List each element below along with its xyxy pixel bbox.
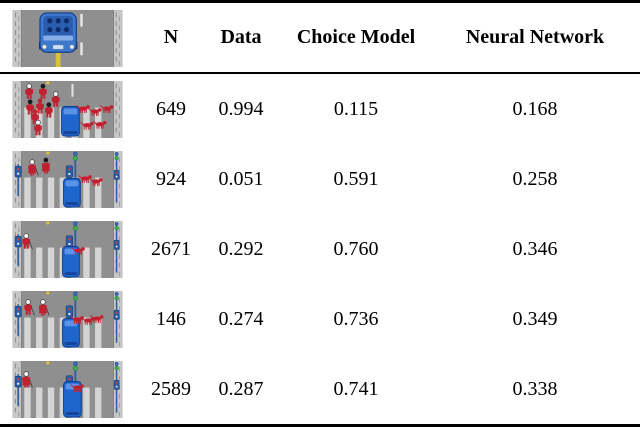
table-row: 2589 0.287 0.741 0.338	[0, 354, 640, 426]
crosswalk-scenario-thumbnail-image	[12, 220, 123, 278]
crosswalk-scenario-thumbnail-image	[12, 80, 123, 138]
table-row: 649 0.994 0.115 0.168	[0, 73, 640, 144]
scenario-cell	[0, 214, 142, 284]
table-row: 924 0.051 0.591 0.258	[0, 144, 640, 214]
choice-model-value: 0.591	[333, 167, 379, 190]
column-header-data: Data	[200, 1, 282, 74]
crosswalk-scenario-thumbnail-image	[12, 150, 123, 208]
choice-model-value: 0.741	[333, 377, 379, 400]
neural-network-value: 0.338	[512, 377, 558, 400]
scenario-cell	[0, 144, 142, 214]
neural-network-value: 0.168	[512, 97, 558, 120]
av-road-thumbnail-image	[12, 9, 123, 67]
choice-model-value: 0.736	[333, 307, 379, 330]
data-value: 0.292	[218, 237, 264, 260]
n-value: 649	[156, 97, 186, 120]
crosswalk-scenario-thumbnail-image	[12, 360, 123, 418]
n-value: 146	[156, 307, 186, 330]
data-value: 0.051	[218, 167, 264, 190]
table-row: 146 0.274 0.736 0.349	[0, 284, 640, 354]
scenario-cell	[0, 354, 142, 426]
neural-network-value: 0.346	[512, 237, 558, 260]
data-value: 0.274	[218, 307, 264, 330]
neural-network-value: 0.258	[512, 167, 558, 190]
data-value: 0.287	[218, 377, 264, 400]
column-header-choice-model: Choice Model	[282, 1, 430, 74]
crosswalk-scenario-thumbnail-image	[12, 290, 123, 348]
scenario-cell	[0, 284, 142, 354]
neural-network-value: 0.349	[512, 307, 558, 330]
n-value: 924	[156, 167, 186, 190]
column-header-n: N	[142, 1, 200, 74]
choice-model-value: 0.760	[333, 237, 379, 260]
n-value: 2671	[151, 237, 191, 260]
choice-model-value: 0.115	[333, 97, 379, 120]
header-row: N Data Choice Model Neural Network	[0, 1, 640, 74]
header-scenario-cell	[0, 1, 142, 74]
table-row: 2671 0.292 0.760 0.346	[0, 214, 640, 284]
column-header-neural-network: Neural Network	[430, 1, 640, 74]
scenario-cell	[0, 73, 142, 144]
n-value: 2589	[151, 377, 191, 400]
data-value: 0.994	[218, 97, 264, 120]
